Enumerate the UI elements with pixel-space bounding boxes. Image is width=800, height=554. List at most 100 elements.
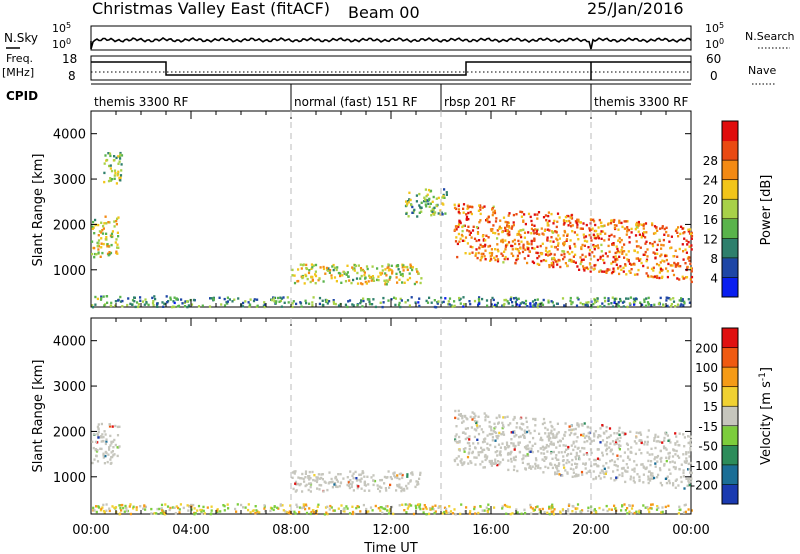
echo-cell [522, 228, 525, 231]
echo-cell [689, 471, 692, 474]
echo-cell [506, 415, 509, 418]
echo-cell [380, 478, 383, 482]
echo-cell [668, 481, 671, 485]
echo-cell [439, 209, 442, 212]
echo-cell [315, 509, 318, 512]
echo-cell [568, 219, 571, 223]
echo-cell [584, 235, 588, 238]
echo-cell [440, 211, 443, 214]
echo-cell [534, 506, 538, 509]
echo-cell [353, 269, 356, 272]
echo-cell [322, 490, 325, 493]
echo-cell [165, 295, 168, 298]
echo-cell [546, 428, 549, 431]
echo-cell [509, 512, 512, 516]
echo-cell [557, 464, 560, 467]
echo-cell [489, 259, 492, 262]
echo-cell [116, 252, 119, 255]
echo-cell [457, 413, 461, 416]
echo-cell [605, 447, 609, 450]
echo-cell [409, 263, 412, 266]
echo-cell [625, 233, 628, 236]
echo-cell [593, 220, 596, 223]
echo-cell [484, 243, 487, 247]
echo-cell [543, 511, 546, 514]
echo-cell [616, 303, 619, 306]
echo-cell [555, 458, 559, 461]
echo-cell [240, 503, 243, 507]
echo-cell [341, 274, 344, 277]
echo-cell [186, 305, 189, 309]
echo-cell [236, 503, 239, 506]
echo-cell [644, 250, 647, 254]
echo-cell [619, 455, 622, 458]
echo-cell [361, 305, 364, 308]
echo-cell [368, 298, 371, 301]
echo-cell [536, 217, 539, 220]
echo-cell [617, 266, 620, 269]
colorbar-segment [722, 328, 738, 349]
echo-cell [363, 481, 367, 485]
echo-cell [366, 298, 369, 301]
echo-cell [108, 152, 112, 155]
echo-cell [395, 489, 398, 492]
echo-cell [654, 435, 657, 438]
echo-cell [588, 227, 591, 230]
echo-cell [550, 450, 553, 454]
echo-cell [125, 509, 128, 513]
echo-cell [633, 481, 636, 484]
echo-cell [117, 155, 120, 158]
echo-cell [664, 477, 667, 480]
echo-cell [381, 511, 384, 515]
echo-cell [590, 228, 593, 231]
echo-cell [298, 483, 301, 487]
echo-cell [624, 264, 627, 267]
echo-cell [487, 216, 490, 219]
echo-cell [688, 481, 691, 484]
echo-cell [562, 463, 565, 467]
echo-cell [661, 275, 664, 278]
echo-cell [506, 221, 509, 224]
echo-cell [234, 507, 237, 511]
echo-cell [324, 481, 327, 484]
echo-cell [544, 446, 547, 449]
echo-cell [633, 273, 637, 276]
echo-cell [690, 244, 693, 247]
echo-cell [143, 303, 146, 306]
echo-cell [582, 222, 585, 225]
echo-cell [630, 446, 633, 449]
echo-cell [610, 459, 614, 462]
echo-cell [110, 301, 113, 305]
echo-cell [256, 304, 259, 307]
echo-cell [593, 299, 597, 302]
echo-cell [425, 299, 428, 303]
echo-cell [459, 512, 462, 516]
echo-cell [637, 220, 640, 224]
echo-cell [98, 436, 101, 439]
echo-cell [593, 435, 596, 438]
echo-cell [471, 205, 474, 209]
echo-cell [647, 303, 650, 306]
echo-cell [428, 205, 431, 208]
echo-cell [534, 424, 537, 427]
echo-cell [103, 430, 106, 433]
echo-cell [514, 458, 517, 462]
echo-cell [605, 452, 609, 456]
echo-cell [408, 276, 412, 280]
echo-cell [577, 220, 580, 223]
echo-cell [435, 204, 438, 207]
echo-cell [606, 269, 609, 272]
echo-cell [585, 303, 589, 307]
echo-cell [687, 468, 690, 471]
echo-cell [354, 470, 357, 474]
echo-cell [332, 509, 335, 512]
echo-cell [316, 476, 319, 479]
echo-cell [667, 262, 670, 266]
echo-cell [642, 232, 645, 235]
echo-cell [129, 302, 132, 306]
echo-cell [522, 454, 525, 457]
echo-cell [94, 218, 97, 222]
echo-cell [539, 447, 542, 450]
echo-cell [574, 455, 577, 459]
